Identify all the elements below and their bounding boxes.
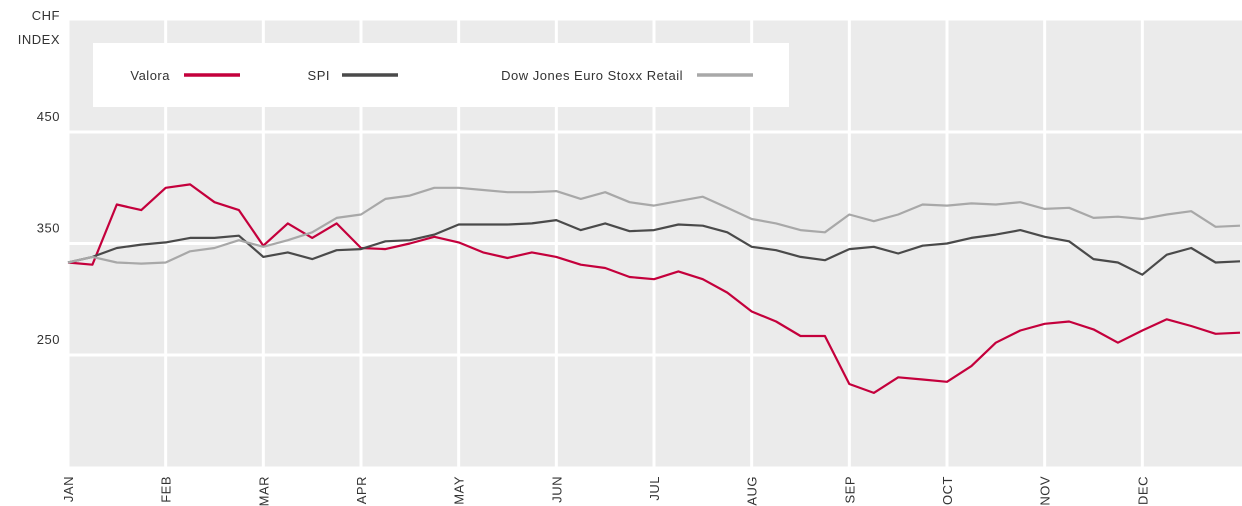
- x-tick-label: DEC: [1135, 476, 1150, 505]
- y-tick-label: 250: [37, 332, 60, 347]
- x-tick-label: JUL: [647, 476, 662, 501]
- series-line: [67, 219, 1241, 276]
- legend-label: SPI: [308, 68, 330, 83]
- x-tick-label: FEB: [159, 476, 174, 503]
- x-tick-label: SEP: [842, 476, 857, 504]
- y-axis-label: INDEX: [18, 32, 60, 47]
- x-tick-label: JAN: [61, 476, 76, 502]
- legend-label: Valora: [130, 68, 170, 83]
- series-line: [67, 186, 1241, 265]
- x-tick-label: MAR: [256, 476, 271, 506]
- x-tick-label: NOV: [1038, 476, 1053, 506]
- legend-label: Dow Jones Euro Stoxx Retail: [501, 68, 683, 83]
- x-tick-label: AUG: [745, 476, 760, 506]
- x-tick-label: APR: [354, 476, 369, 504]
- y-tick-label: 350: [37, 221, 60, 236]
- y-tick-label: 450: [37, 109, 60, 124]
- x-tick-label: OCT: [940, 476, 955, 505]
- x-tick-label: MAY: [452, 476, 467, 505]
- y-axis-label: CHF: [32, 8, 60, 23]
- x-tick-label: JUN: [549, 476, 564, 503]
